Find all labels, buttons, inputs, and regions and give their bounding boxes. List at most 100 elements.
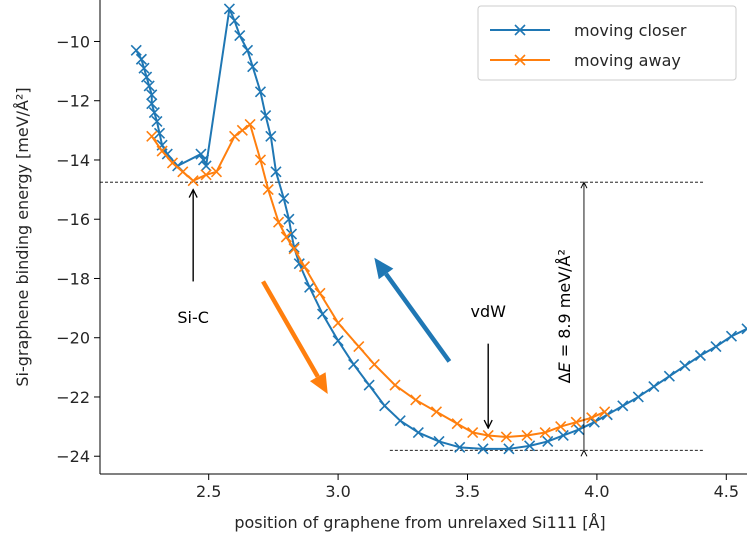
y-axis-title: Si-graphene binding energy [meV/Å²]: [13, 87, 32, 386]
data-point-moving-away: [599, 406, 611, 418]
data-point-moving-away: [353, 341, 365, 353]
legend-marker-moving-closer: [514, 24, 526, 36]
data-point-moving-closer: [557, 429, 569, 442]
data-point-moving-closer: [146, 98, 158, 110]
x-tick-label: 3.5: [455, 482, 480, 501]
y-tick-label: −10: [56, 32, 90, 51]
data-point-moving-closer: [524, 440, 536, 452]
data-point-moving-away: [332, 317, 344, 329]
legend-label-moving-closer: moving closer: [574, 21, 687, 40]
data-point-moving-away: [500, 431, 512, 443]
data-point-moving-closer: [694, 349, 706, 362]
y-tick-label: −16: [56, 210, 90, 229]
data-point-moving-closer: [663, 370, 675, 382]
data-point-moving-closer: [151, 115, 163, 128]
data-point-moving-closer: [260, 109, 272, 122]
data-point-moving-closer: [278, 192, 290, 205]
legend-box: [477, 5, 737, 81]
annotations-layer: Si-C vdW ΔE = 8.9 meV/Å²: [177, 182, 584, 450]
data-point-moving-closer: [710, 341, 722, 353]
data-point-moving-away: [521, 429, 533, 442]
data-point-moving-closer: [254, 86, 267, 98]
data-point-moving-closer: [363, 379, 375, 391]
data-point-moving-closer: [161, 148, 173, 160]
data-point-moving-away: [555, 421, 567, 433]
series-moving-away: [146, 118, 611, 443]
data-point-moving-away: [200, 169, 212, 181]
annotation-label: vdW: [470, 302, 506, 321]
data-point-moving-closer: [135, 53, 147, 65]
annotation-label: Si-C: [177, 308, 209, 327]
direction-arrow-shaft: [261, 280, 320, 378]
data-point-moving-closer: [234, 29, 246, 42]
data-point-moving-away: [410, 394, 422, 406]
data-point-moving-away: [254, 154, 267, 166]
data-point-moving-away: [586, 412, 598, 424]
data-point-moving-closer: [741, 323, 747, 335]
data-point-moving-closer: [679, 360, 691, 372]
data-point-moving-away: [166, 157, 179, 169]
data-point-moving-away: [262, 184, 274, 196]
data-point-moving-away: [229, 130, 241, 142]
data-point-moving-closer: [229, 15, 241, 27]
data-point-moving-closer: [304, 281, 316, 293]
data-point-moving-closer: [648, 381, 660, 393]
data-point-moving-closer: [148, 107, 160, 119]
data-point-moving-closer: [141, 71, 153, 83]
data-point-moving-closer: [503, 443, 515, 455]
direction-arrow-shaft: [384, 272, 452, 363]
data-point-moving-away: [389, 379, 401, 391]
data-point-moving-closer: [200, 160, 212, 172]
delta-e-label: ΔE = 8.9 meV/Å²: [555, 249, 574, 383]
data-point-moving-away: [314, 287, 326, 299]
axes: [99, 0, 747, 475]
data-point-moving-away: [244, 118, 256, 130]
data-point-moving-closer: [348, 358, 360, 370]
legend-label-moving-away: moving away: [574, 51, 681, 70]
data-point-moving-away: [280, 231, 292, 243]
data-point-moving-closer: [433, 435, 445, 447]
data-point-moving-closer: [317, 308, 329, 320]
data-point-moving-closer: [153, 127, 166, 139]
y-tick-label: −12: [56, 92, 90, 111]
data-point-moving-away: [210, 166, 223, 178]
data-point-moving-closer: [725, 330, 738, 342]
data-point-moving-closer: [197, 154, 210, 166]
data-point-moving-away: [570, 416, 582, 428]
legend: moving closer moving away: [477, 5, 737, 81]
x-tick-label: 4.5: [714, 482, 739, 501]
data-point-moving-closer: [379, 400, 391, 412]
data-point-moving-closer: [477, 443, 489, 455]
data-point-moving-closer: [573, 423, 585, 436]
data-point-moving-away: [298, 261, 311, 273]
data-point-moving-away: [146, 130, 158, 142]
data-point-moving-closer: [143, 80, 155, 92]
data-point-moving-away: [539, 426, 551, 439]
data-point-moving-away: [177, 166, 189, 178]
x-tick-label: 2.5: [196, 482, 221, 501]
x-tick-label: 3.0: [325, 482, 350, 501]
data-point-moving-closer: [617, 400, 629, 412]
data-point-moving-closer: [195, 148, 207, 160]
data-point-moving-away: [236, 124, 248, 136]
y-tick-label: −24: [56, 447, 90, 466]
data-point-moving-away: [187, 175, 199, 187]
data-point-moving-closer: [146, 89, 158, 101]
data-point-moving-closer: [542, 435, 554, 447]
y-ticks: −24 −22 −20 −18 −16 −14 −12 −10: [56, 32, 100, 466]
data-point-moving-closer: [632, 391, 644, 403]
data-point-moving-closer: [454, 441, 466, 453]
data-point-moving-closer: [138, 62, 150, 74]
data-point-moving-closer: [332, 335, 344, 347]
data-point-moving-away: [451, 418, 463, 430]
y-tick-label: −14: [56, 151, 90, 170]
data-point-moving-closer: [265, 130, 277, 142]
direction-arrow-head: [309, 372, 328, 395]
data-point-moving-away: [156, 145, 168, 157]
data-point-moving-closer: [285, 228, 298, 240]
data-point-moving-away: [288, 243, 300, 255]
data-point-moving-away: [482, 429, 494, 442]
x-tick-label: 4.0: [584, 482, 609, 501]
data-point-moving-closer: [412, 426, 424, 439]
